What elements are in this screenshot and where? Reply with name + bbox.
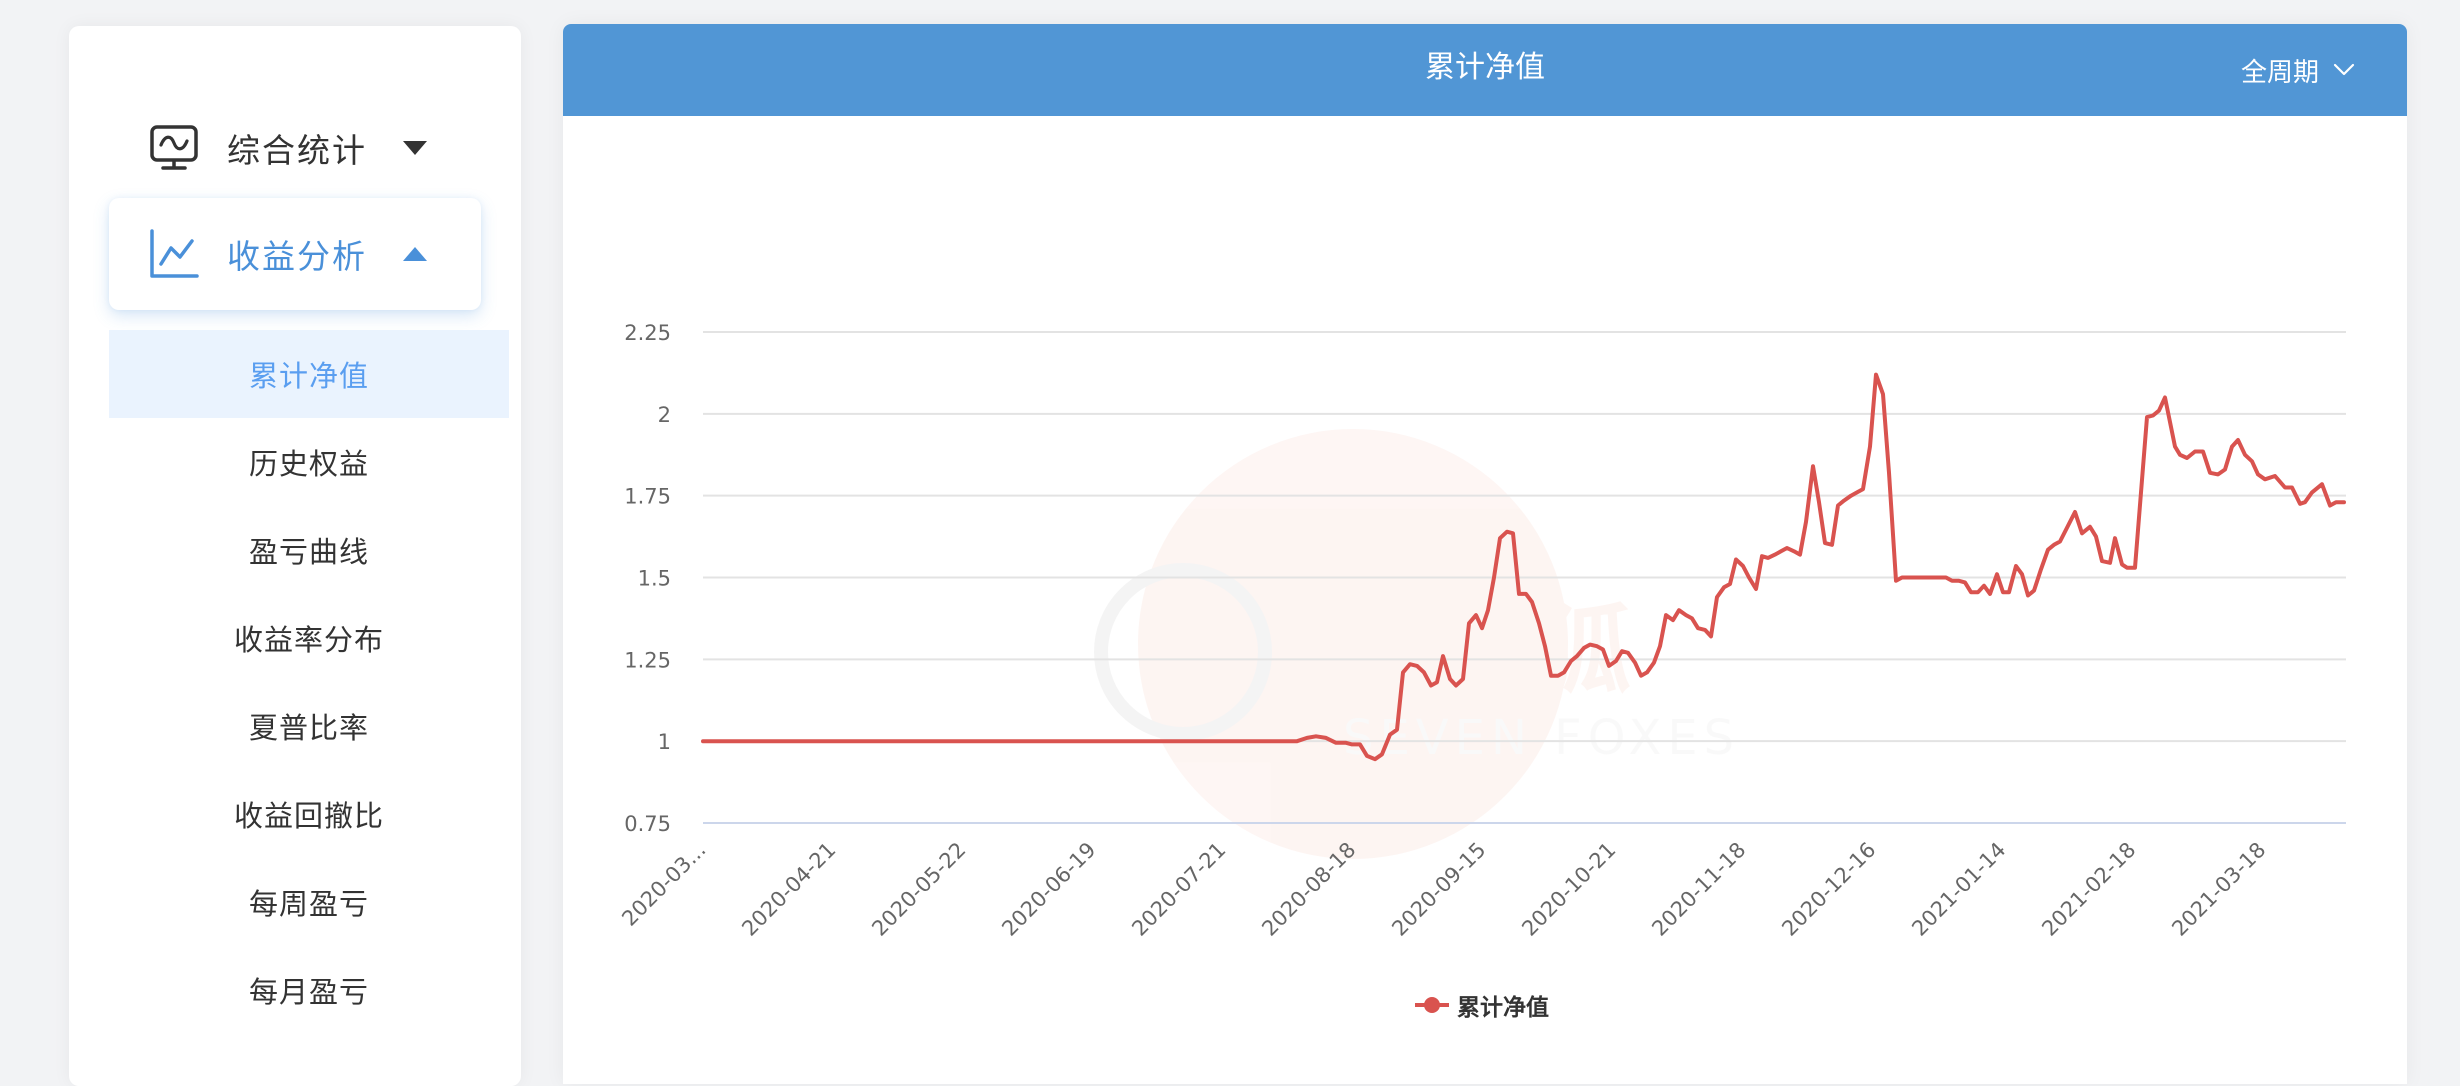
sidebar-item-sharpe-ratio[interactable]: 夏普比率 — [248, 711, 369, 745]
svg-text:1.25: 1.25 — [624, 648, 671, 672]
svg-text:2021-03-18: 2021-03-18 — [2167, 838, 2270, 941]
card-header: 累计净值 全周期 — [563, 24, 2407, 116]
caret-up-icon — [403, 247, 427, 261]
line-chart[interactable]: 七尾狐 SEVEN FOXES 0.75 1 1.25 1.5 1.75 2 2.25 20… — [563, 24, 2407, 1044]
svg-text:2020-03...: 2020-03... — [617, 838, 710, 931]
series-line-cumulative-nav[interactable] — [701, 372, 2346, 762]
watermark: 七尾狐 SEVEN FOXES — [1094, 429, 1740, 859]
svg-text:1.5: 1.5 — [638, 567, 671, 591]
sidebar-item-weekly-pnl[interactable]: 每周盈亏 — [248, 887, 369, 921]
sidebar-item-monthly-pnl[interactable]: 每月盈亏 — [248, 975, 369, 1009]
sidebar-item-historical-equity[interactable]: 历史权益 — [248, 447, 369, 481]
chart-grid — [703, 331, 2346, 824]
svg-text:2020-04-21: 2020-04-21 — [737, 838, 840, 941]
sidebar-submenu: 累计净值 历史权益 盈亏曲线 收益率分布 夏普比率 收益回撤比 每周盈亏 每月盈… — [109, 330, 509, 1034]
svg-text:2020-05-22: 2020-05-22 — [867, 838, 970, 941]
svg-text:0.75: 0.75 — [624, 812, 671, 836]
sidebar-group-return-analysis[interactable]: 收益分析 — [109, 198, 481, 310]
svg-text:1: 1 — [658, 730, 671, 754]
card-title: 累计净值 — [1425, 50, 1545, 85]
y-axis-labels: 0.75 1 1.25 1.5 1.75 2 2.25 — [624, 321, 671, 836]
caret-down-icon — [403, 141, 427, 155]
svg-text:2.25: 2.25 — [624, 321, 671, 345]
svg-text:2: 2 — [658, 403, 671, 427]
chart-card: 累计净值 全周期 七尾狐 SEVEN FOXES 0.75 1 1.25 1.5 1.7… — [563, 24, 2407, 1084]
svg-text:2020-10-21: 2020-10-21 — [1517, 838, 1620, 941]
sidebar-group-general-stats[interactable]: 综合统计 — [109, 92, 481, 204]
svg-text:2020-12-16: 2020-12-16 — [1777, 838, 1880, 941]
legend-marker-icon — [1415, 997, 1449, 1013]
sidebar-item-return-drawdown-ratio[interactable]: 收益回撤比 — [233, 799, 384, 833]
legend-label: 累计净值 — [1457, 995, 1549, 1021]
svg-text:2020-11-18: 2020-11-18 — [1647, 838, 1750, 941]
sidebar-item-cumulative-nav[interactable]: 累计净值 — [109, 330, 509, 418]
svg-text:2020-06-19: 2020-06-19 — [997, 838, 1100, 941]
sidebar: 综合统计 收益分析 累计净值 历史权益 盈亏曲线 收益率分布 夏普比率 收益回撤… — [69, 26, 521, 1086]
monitor-wave-icon — [150, 125, 198, 170]
chart-legend-item[interactable]: 累计净值 — [1415, 990, 1549, 1021]
sidebar-group-label: 收益分析 — [227, 237, 367, 276]
chevron-down-icon — [2333, 63, 2355, 76]
sidebar-item-return-distribution[interactable]: 收益率分布 — [233, 623, 384, 657]
svg-text:2021-02-18: 2021-02-18 — [2037, 838, 2140, 941]
period-select[interactable]: 全周期 — [2241, 48, 2355, 92]
sidebar-group-label: 综合统计 — [227, 131, 367, 170]
period-select-value: 全周期 — [2240, 57, 2319, 88]
sidebar-item-pnl-curve[interactable]: 盈亏曲线 — [248, 535, 369, 569]
svg-text:SEVEN FOXES: SEVEN FOXES — [1343, 710, 1740, 766]
x-axis-labels: 2020-03... 2020-04-21 2020-05-22 2020-06-19… — [617, 838, 2270, 941]
line-chart-icon — [150, 229, 199, 278]
svg-text:2021-01-14: 2021-01-14 — [1907, 838, 2010, 941]
svg-text:1.75: 1.75 — [624, 485, 671, 509]
svg-text:2020-07-21: 2020-07-21 — [1127, 838, 1230, 941]
